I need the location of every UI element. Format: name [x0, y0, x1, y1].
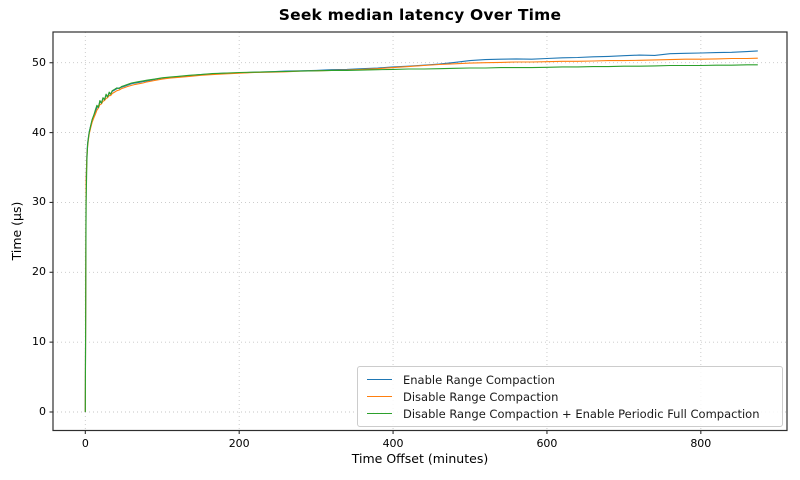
y-tick-label: 0 [39, 404, 46, 418]
y-tick-label: 20 [32, 265, 46, 279]
series-line-0 [84, 50, 758, 413]
legend-line-sample [367, 379, 392, 380]
legend-item: Disable Range Compaction + Enable Period… [365, 405, 774, 422]
x-tick-label: 200 [228, 436, 250, 450]
x-axis-label: Time Offset (minutes) [351, 451, 489, 466]
y-tick-label: 40 [32, 125, 46, 139]
x-tick-label: 600 [536, 436, 558, 450]
y-axis-label: Time (µs) [9, 201, 24, 261]
series-line-1 [84, 57, 758, 413]
legend: Enable Range Compaction Disable Range Com… [357, 366, 783, 427]
legend-label: Disable Range Compaction [403, 389, 559, 404]
x-tick-label: 800 [690, 436, 712, 450]
x-tick-label: 400 [382, 436, 404, 450]
y-tick-label: 10 [32, 335, 46, 349]
legend-label: Enable Range Compaction [403, 372, 555, 387]
y-tick-label: 50 [32, 55, 46, 69]
y-tick-label: 30 [32, 195, 46, 209]
chart-title: Seek median latency Over Time [278, 6, 562, 24]
x-tick-label: 0 [81, 436, 89, 450]
plot-border [52, 31, 788, 432]
legend-item: Disable Range Compaction [365, 388, 774, 405]
series-line-2 [84, 64, 758, 413]
legend-item: Enable Range Compaction [365, 371, 774, 388]
legend-line-sample [367, 396, 392, 397]
legend-label: Disable Range Compaction + Enable Period… [403, 406, 760, 421]
legend-line-sample [367, 413, 392, 414]
